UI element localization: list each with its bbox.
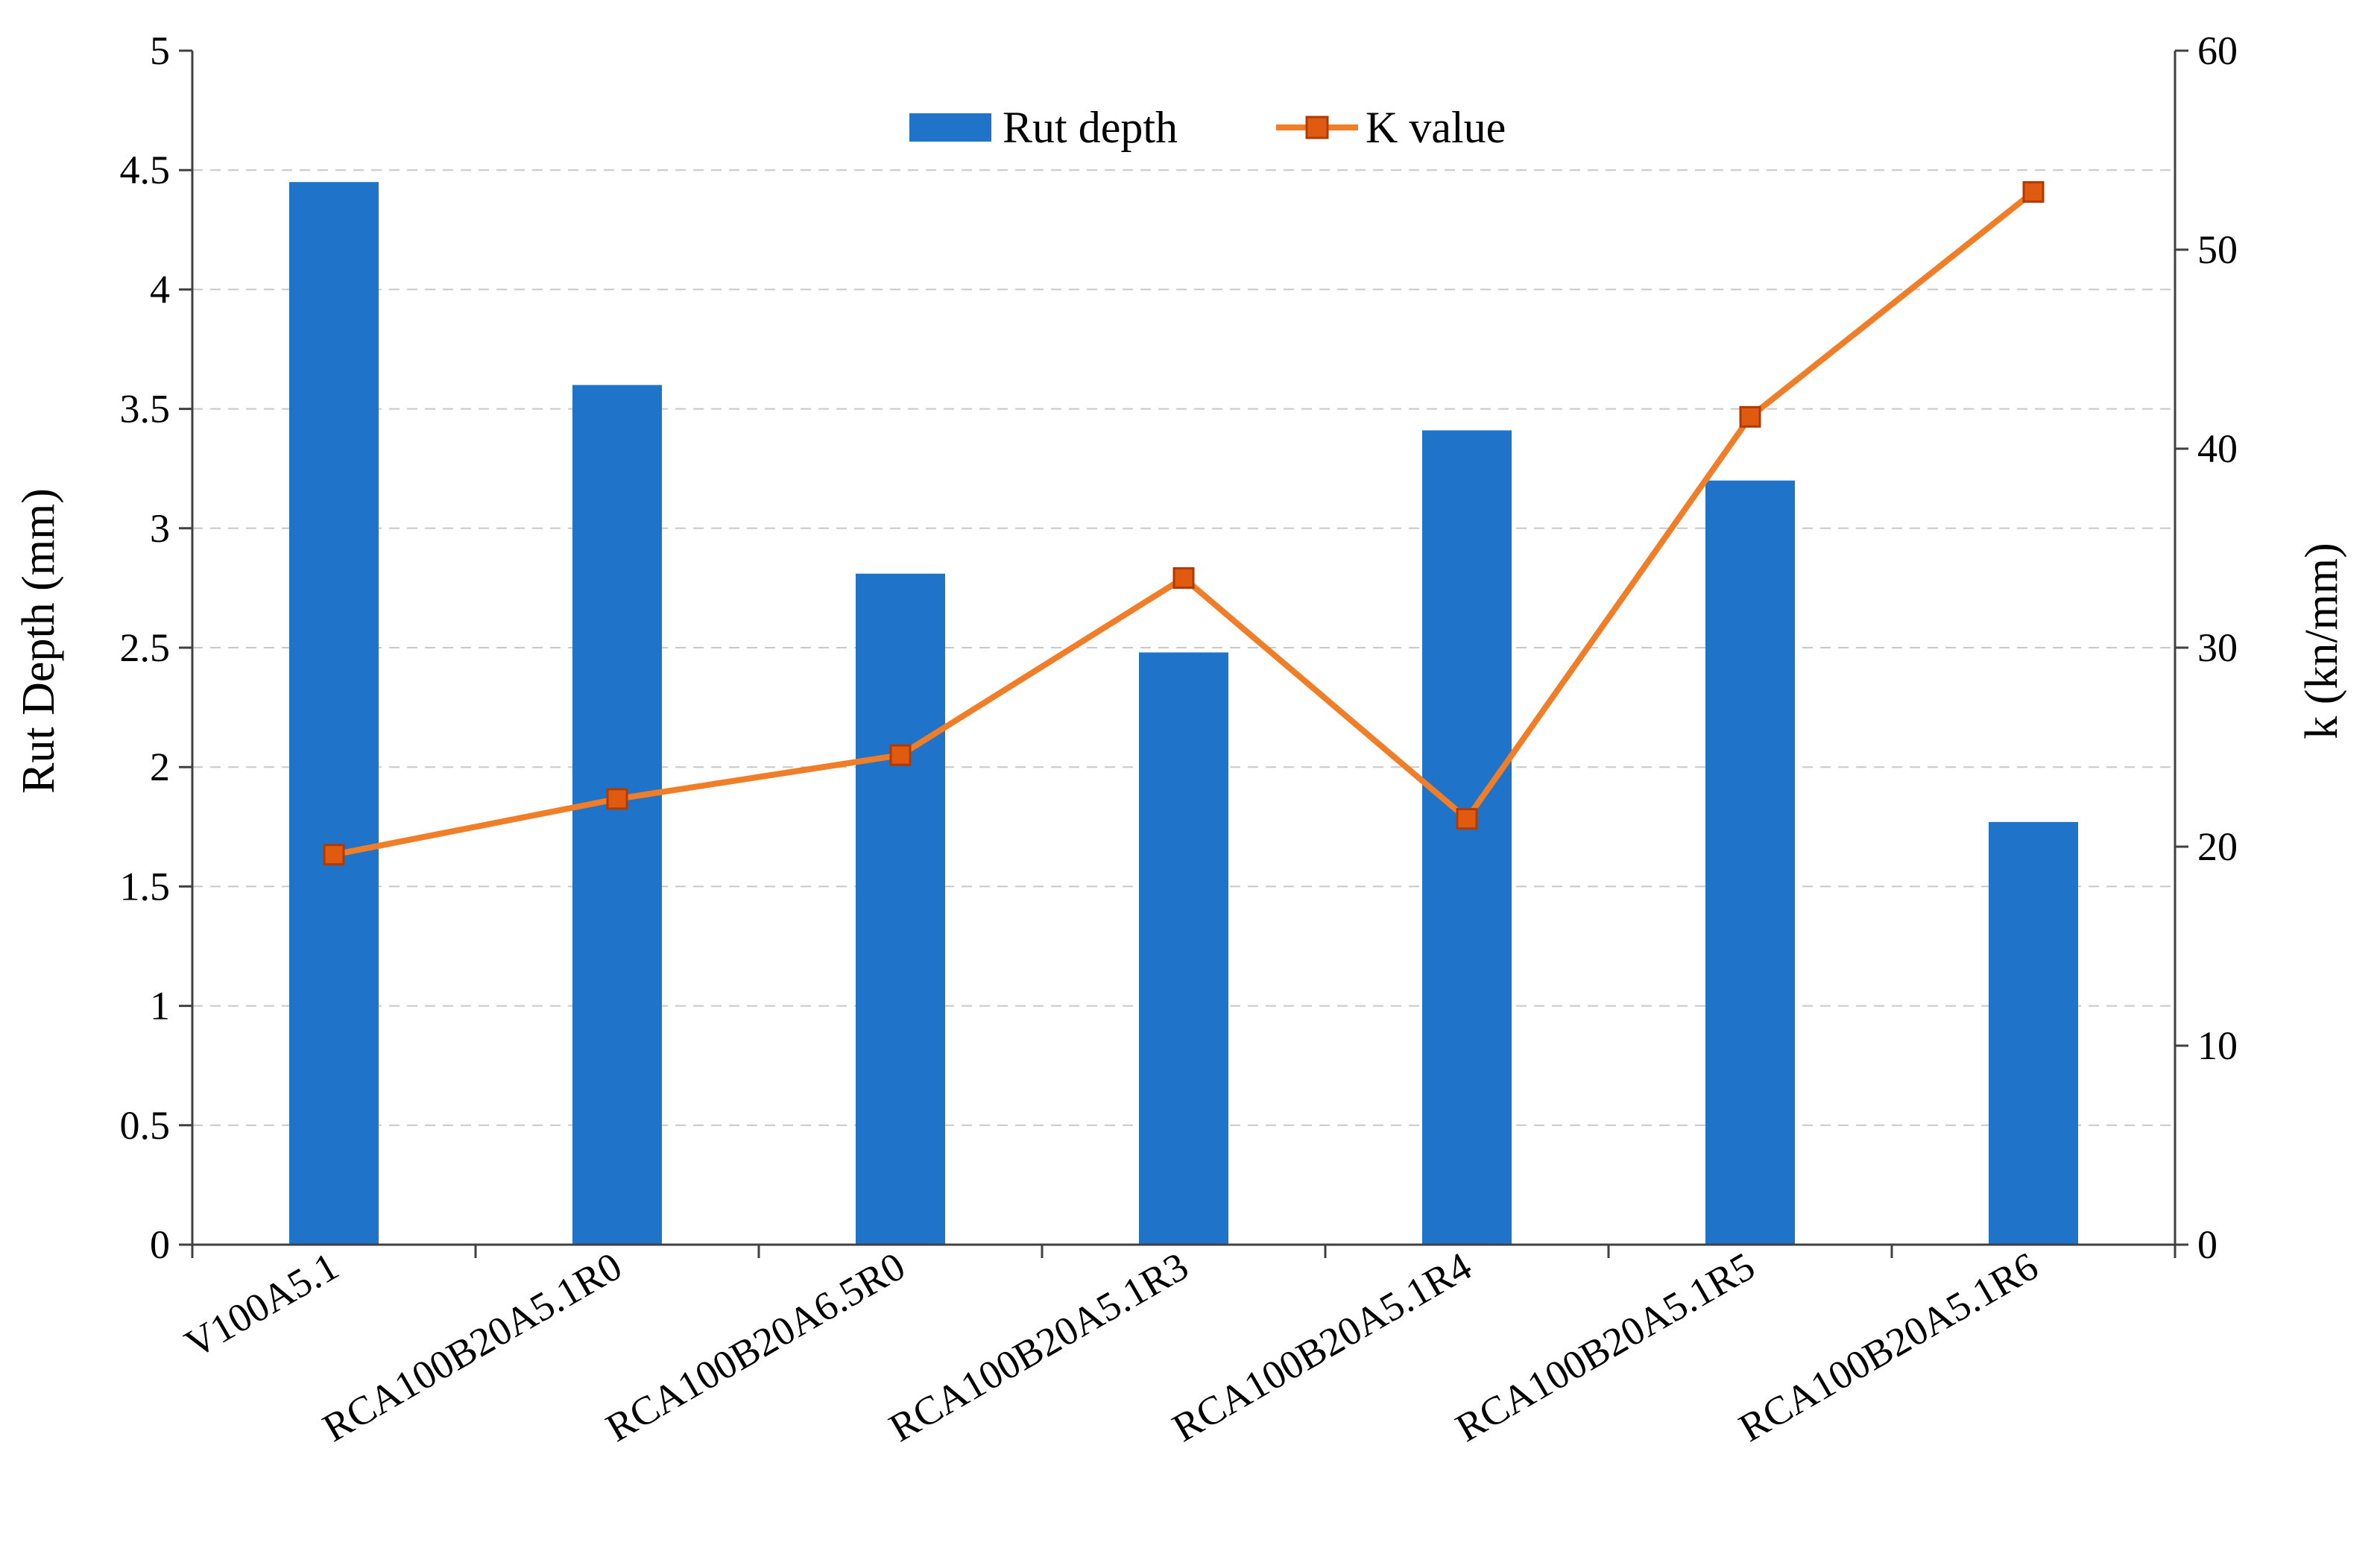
x-tick-label-RCA100B20A5.1R5: RCA100B20A5.1R5 <box>1448 1243 1762 1450</box>
k-value-marker-RCA100B20A5.1R5 <box>1739 405 1761 428</box>
y2-tick-label: 30 <box>2197 625 2238 670</box>
y2-tick-label: 50 <box>2197 227 2238 272</box>
y2-tick-label: 20 <box>2197 824 2238 869</box>
k-value-marker-RCA100B20A5.1R6 <box>2022 181 2045 203</box>
bar-RCA100B20A5.1R3 <box>1139 652 1228 1245</box>
y-tick-label: 2 <box>150 745 170 789</box>
y-axis-title: Rut Depth (mm) <box>13 488 64 794</box>
y-tick-label: 1.5 <box>120 864 171 909</box>
k-value-marker-RCA100B20A5.1R3 <box>1172 567 1195 590</box>
k-value-marker-RCA100B20A5.1R4 <box>1456 808 1478 830</box>
y2-tick-label: 0 <box>2197 1222 2218 1267</box>
x-tick-label-RCA100B20A5.1R6: RCA100B20A5.1R6 <box>1732 1243 2045 1450</box>
x-tick-label-V100A5.1: V100A5.1 <box>177 1243 346 1366</box>
k-value-marker-RCA100B20A6.5R0 <box>889 744 912 766</box>
gridlines <box>192 169 2175 1126</box>
y-tick-label: 1 <box>150 984 170 1029</box>
x-tick-label-RCA100B20A5.1R4: RCA100B20A5.1R4 <box>1165 1243 1479 1450</box>
legend-bar-swatch <box>909 113 991 142</box>
bar-V100A5.1 <box>289 182 379 1245</box>
bar-RCA100B20A6.5R0 <box>856 573 945 1245</box>
x-tick-label-RCA100B20A5.1R3: RCA100B20A5.1R3 <box>882 1243 1196 1450</box>
y2-tick-label: 10 <box>2197 1023 2238 1068</box>
y-tick-label: 3 <box>150 506 170 551</box>
legend-line-marker <box>1305 116 1329 139</box>
x-tick-label-RCA100B20A6.5R0: RCA100B20A6.5R0 <box>599 1243 912 1450</box>
k-value-marker-V100A5.1 <box>323 844 345 866</box>
y2-axis-title: k (kn/mm) <box>2297 543 2347 739</box>
y-tick-label: 0.5 <box>120 1103 171 1148</box>
y2-tick-label: 40 <box>2197 426 2238 471</box>
y-tick-label: 2.5 <box>120 625 171 670</box>
line-series <box>323 181 2045 866</box>
legend: Rut depth K value <box>909 103 1506 152</box>
k-value-marker-RCA100B20A5.1R0 <box>606 788 628 810</box>
y-tick-label: 3.5 <box>120 387 171 432</box>
y-tick-label: 4 <box>150 267 170 312</box>
y-tick-label: 0 <box>150 1222 170 1267</box>
axes <box>179 49 2188 1258</box>
y-tick-label: 5 <box>150 28 170 73</box>
bar-RCA100B20A5.1R5 <box>1705 480 1795 1245</box>
bar-RCA100B20A5.1R6 <box>1989 821 2078 1245</box>
legend-line-label: K value <box>1366 103 1506 152</box>
bar-RCA100B20A5.1R0 <box>572 385 662 1245</box>
y-tick-label: 4.5 <box>120 148 171 192</box>
legend-bar-label: Rut depth <box>1003 103 1178 152</box>
x-tick-label-RCA100B20A5.1R0: RCA100B20A5.1R0 <box>315 1243 629 1450</box>
bar-RCA100B20A5.1R4 <box>1422 430 1512 1245</box>
bar-series <box>289 182 2078 1245</box>
y2-tick-label: 60 <box>2197 28 2238 73</box>
